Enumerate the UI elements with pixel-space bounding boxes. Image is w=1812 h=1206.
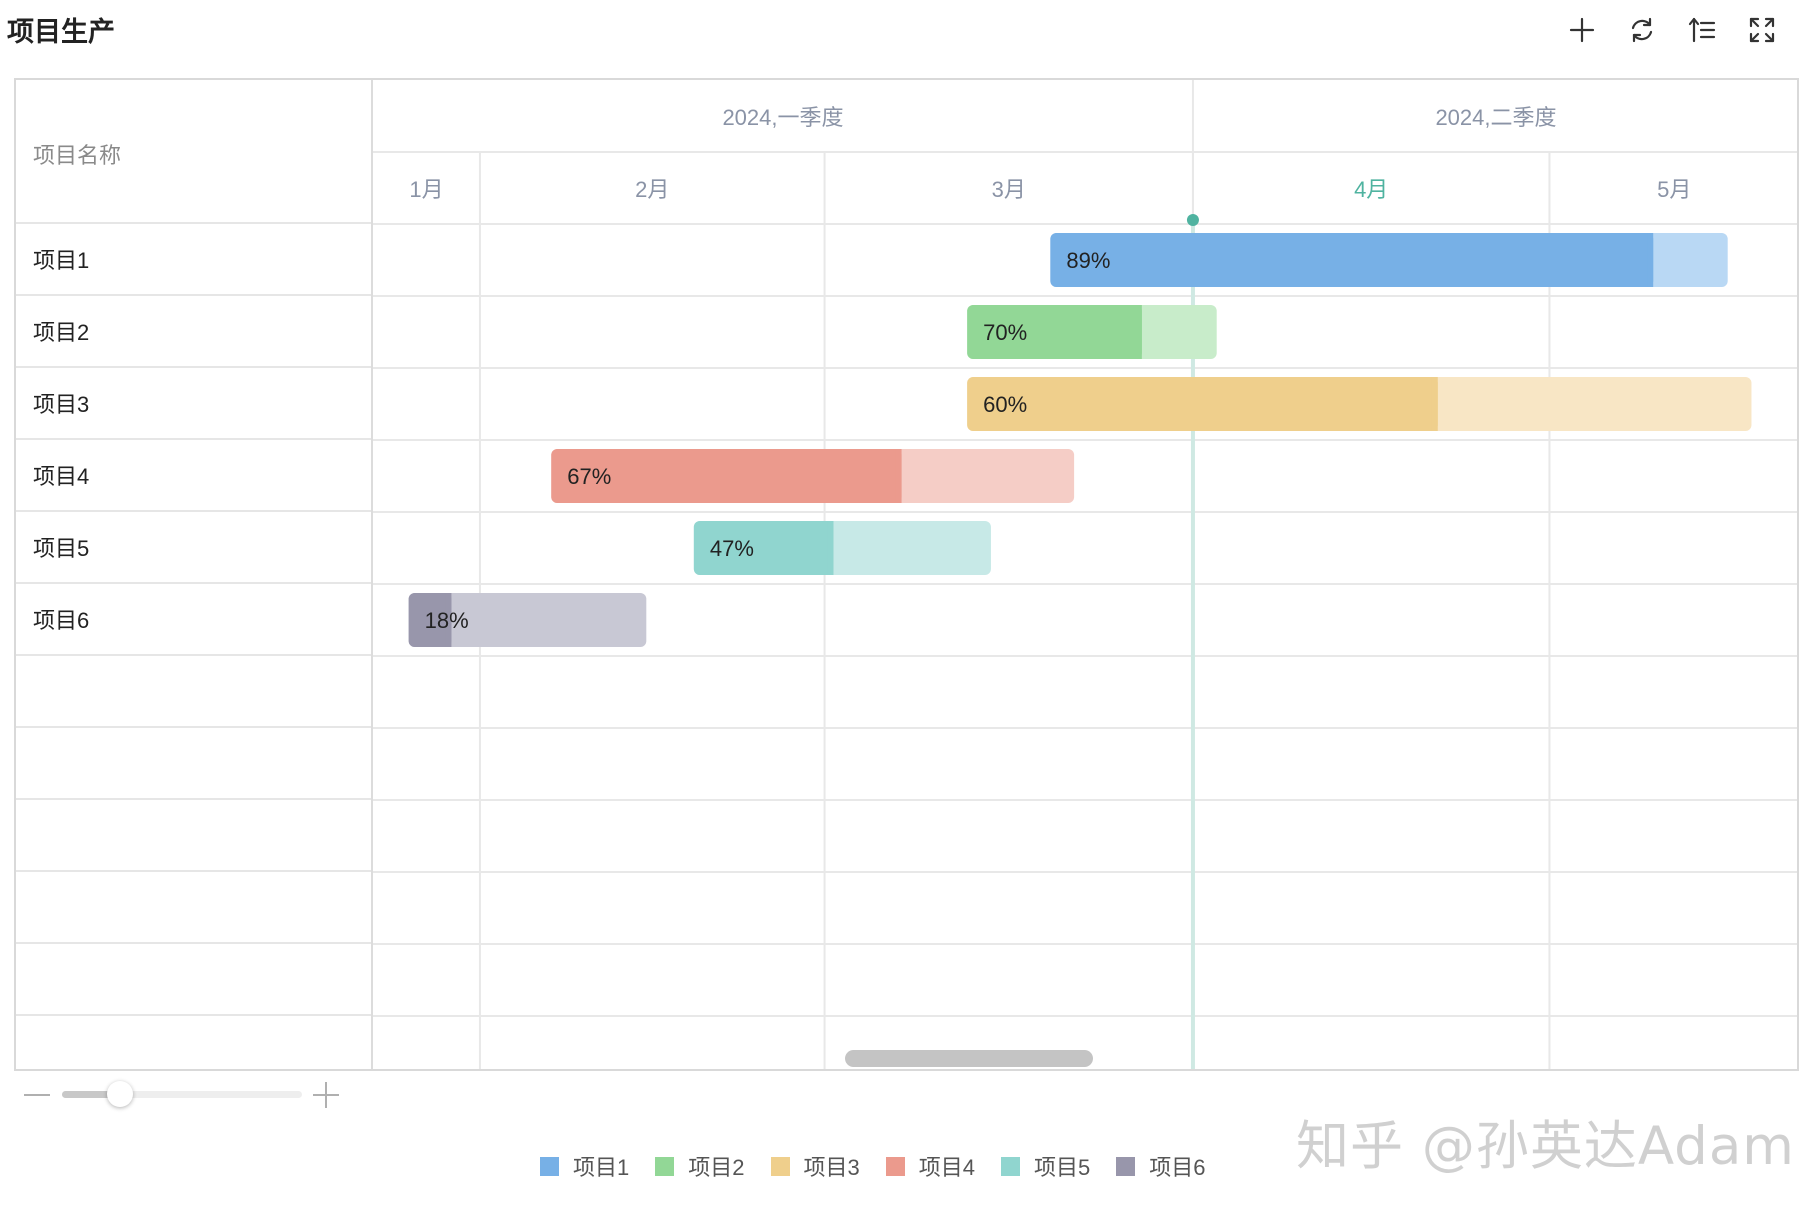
task-bar-progress-edge (1647, 233, 1654, 287)
zoom-control (24, 1080, 354, 1110)
task-bar-progress-edge (1431, 377, 1438, 431)
task-bar-progress (693, 521, 834, 575)
task-progress-label: 18% (425, 608, 469, 633)
legend-label: 项目3 (803, 1155, 860, 1180)
legend-swatch (770, 1156, 790, 1176)
task-bar-progress (1050, 233, 1654, 287)
legend-swatch (1001, 1156, 1020, 1176)
add-icon (1569, 17, 1595, 43)
watermark: 知乎 @孙英达Adam (1296, 1116, 1795, 1177)
add-button[interactable] (1560, 8, 1604, 52)
task-row-label[interactable]: 项目3 (16, 368, 371, 440)
zoom-in-icon[interactable] (313, 1082, 339, 1108)
task-bar-progress (551, 449, 902, 503)
legend-item[interactable]: 项目4 (885, 1150, 975, 1182)
task-bar-progress-edge (1135, 305, 1142, 359)
fullscreen-icon (1749, 17, 1775, 43)
today-marker (1186, 214, 1199, 226)
timeline-svg: 2024,一季度 2024,二季度 1月 2月 3月 4月 5月 89% 70% 60% 67% 47… (373, 80, 1797, 1069)
empty-row (16, 656, 371, 728)
quarter-label: 2024,一季度 (722, 105, 843, 130)
task-row-label[interactable]: 项目1 (16, 224, 371, 296)
legend-item[interactable]: 项目5 (1001, 1150, 1090, 1182)
legend-item[interactable]: 项目6 (1116, 1150, 1206, 1182)
refresh-button[interactable] (1620, 8, 1664, 52)
timeline-panel: 2024,一季度 2024,二季度 1月 2月 3月 4月 5月 89% 70% 60% 67% 47… (373, 80, 1797, 1069)
fullscreen-button[interactable] (1740, 8, 1784, 52)
page-title: 项目生产 (7, 17, 115, 47)
task-progress-label: 89% (1066, 248, 1110, 273)
task-bar-progress-edge (895, 449, 902, 503)
toolbar (1560, 8, 1784, 52)
legend-swatch (540, 1156, 559, 1176)
empty-row (16, 800, 371, 872)
task-bar-progress (967, 305, 1142, 359)
legend-swatch (885, 1156, 905, 1176)
zoom-out-icon[interactable] (24, 1082, 50, 1108)
task-bar-progress-edge (445, 593, 452, 647)
empty-row (16, 944, 371, 1016)
task-bar-remaining (408, 593, 647, 647)
zoom-fill (62, 1091, 120, 1098)
quarter-label: 2024,二季度 (1435, 105, 1556, 130)
month-label: 4月 (1354, 177, 1388, 202)
legend: 项目1 项目2 项目3 项目4 项目5 项目6 (540, 1150, 1206, 1182)
legend-item[interactable]: 项目1 (540, 1150, 629, 1182)
task-progress-label: 60% (983, 392, 1027, 417)
refresh-icon (1631, 17, 1653, 43)
legend-item[interactable]: 项目2 (655, 1150, 745, 1182)
task-progress-label: 70% (983, 320, 1027, 345)
task-list-panel: 项目名称 项目1 项目2 项目3 项目4 项目5 项目6 (16, 80, 373, 1069)
legend-item[interactable]: 项目3 (770, 1150, 860, 1182)
empty-row (16, 728, 371, 800)
task-row-label[interactable]: 项目2 (16, 296, 371, 368)
task-bar-progress-edge (827, 521, 834, 575)
legend-label: 项目2 (688, 1155, 745, 1180)
legend-swatch (1116, 1156, 1136, 1176)
month-label: 5月 (1657, 177, 1691, 202)
empty-row (16, 872, 371, 944)
task-progress-label: 47% (710, 536, 754, 561)
month-label: 3月 (992, 177, 1026, 202)
legend-label: 项目4 (918, 1155, 975, 1180)
month-label: 1月 (409, 177, 443, 202)
legend-label: 项目5 (1034, 1155, 1091, 1180)
legend-label: 项目1 (573, 1155, 630, 1180)
task-name-column-header: 项目名称 (33, 143, 122, 168)
sort-button[interactable] (1680, 8, 1724, 52)
task-bar-progress (408, 593, 452, 647)
task-progress-label: 67% (567, 464, 611, 489)
task-list-header: 项目名称 (16, 80, 371, 224)
legend-label: 项目6 (1149, 1155, 1206, 1180)
legend-swatch (655, 1156, 675, 1176)
month-label: 2月 (635, 177, 669, 202)
empty-row (16, 1016, 371, 1069)
gantt-chart: 项目名称 项目1 项目2 项目3 项目4 项目5 项目6 2024,一季度 2024,二季度… (14, 78, 1799, 1071)
task-row-label[interactable]: 项目4 (16, 440, 371, 512)
task-row-label[interactable]: 项目5 (16, 512, 371, 584)
task-bar-progress (967, 377, 1438, 431)
zoom-slider-handle[interactable] (106, 1081, 133, 1107)
task-row-label[interactable]: 项目6 (16, 584, 371, 656)
zoom-track[interactable] (62, 1091, 302, 1098)
horizontal-scrollbar (845, 1050, 1093, 1067)
sort-icon (1688, 17, 1716, 43)
